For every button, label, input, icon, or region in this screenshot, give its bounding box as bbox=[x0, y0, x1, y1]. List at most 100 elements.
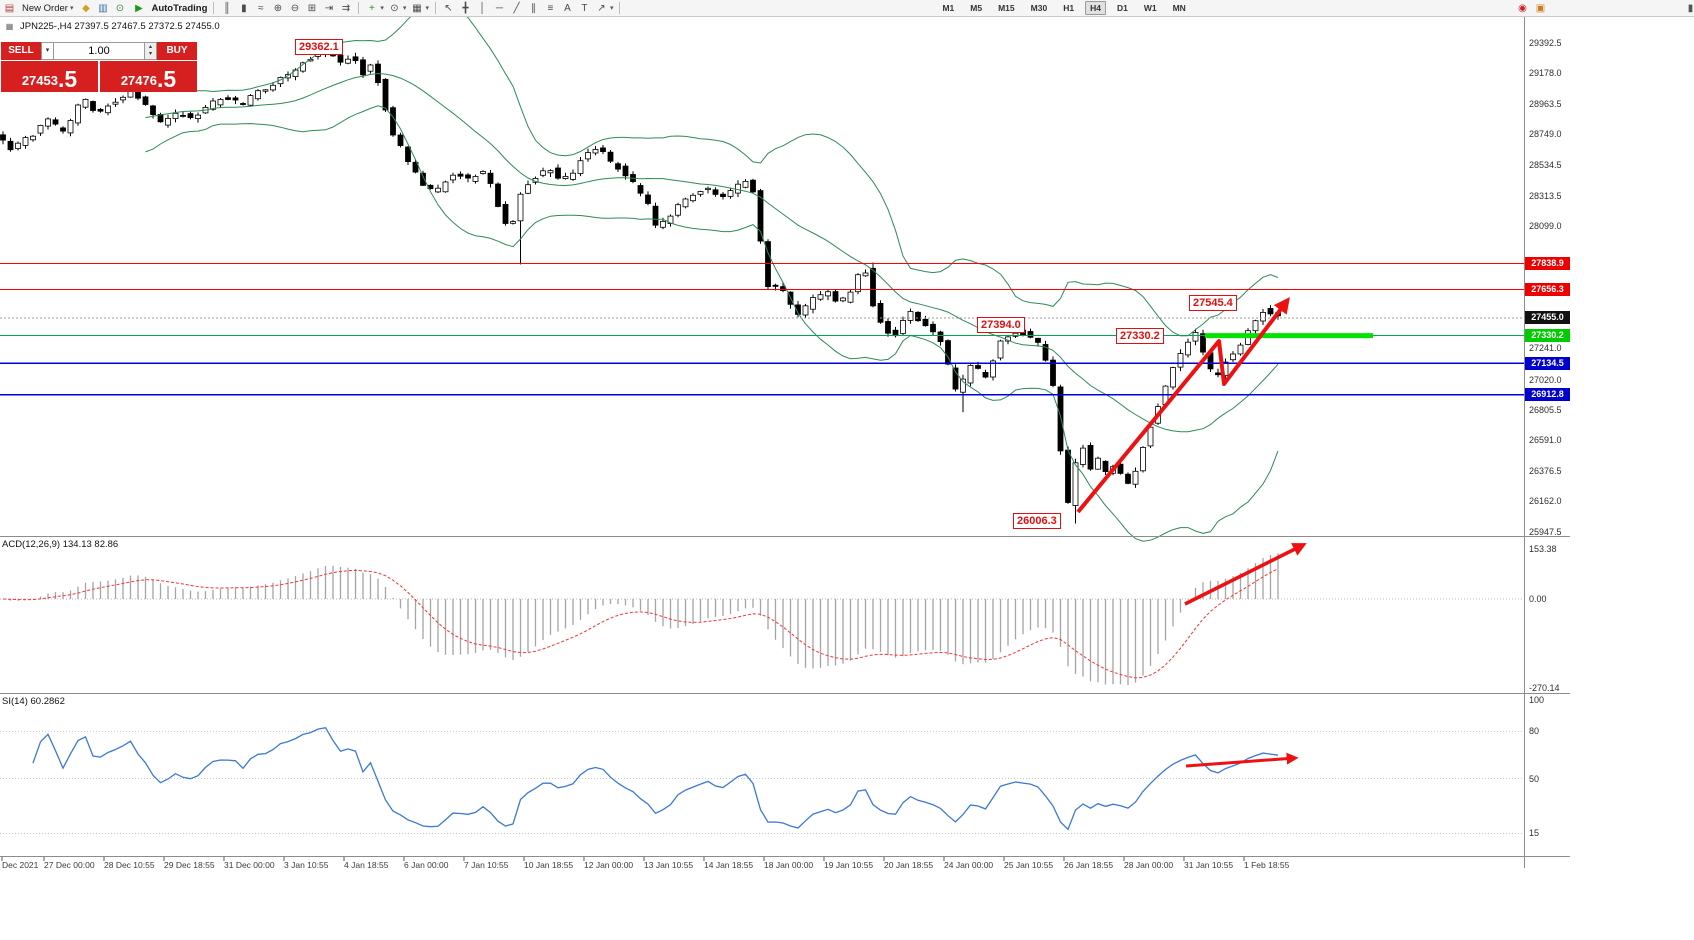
time-axis-label[interactable]: 4 Jan 18:55 bbox=[344, 860, 389, 870]
volume-spinner[interactable]: ▴ ▾ bbox=[145, 42, 157, 60]
time-axis-label[interactable]: 20 Jan 18:55 bbox=[884, 860, 934, 870]
trend-arrows-layer[interactable] bbox=[1076, 297, 1307, 768]
mailbox-icon[interactable]: ▣ bbox=[1535, 3, 1546, 14]
sell-price-button[interactable]: 27453 .5 bbox=[1, 61, 98, 92]
time-axis-label[interactable]: 28 Dec 10:55 bbox=[104, 860, 155, 870]
timeframe-W1[interactable]: W1 bbox=[1143, 3, 1157, 13]
time-axis-label[interactable]: 7 Jan 10:55 bbox=[464, 860, 509, 870]
rsi-indicator-label: SI(14) 60.2862 bbox=[2, 696, 65, 707]
new-order-button[interactable]: ▤ New Order ▾ bbox=[0, 0, 76, 17]
time-axis-label[interactable]: 12 Jan 00:00 bbox=[584, 860, 634, 870]
volume-up-icon[interactable]: ▴ bbox=[148, 44, 152, 50]
toolbar-indicator-icons: + ▾ ⊙ ▾ ▦ ▾ bbox=[362, 0, 432, 17]
templates-icon[interactable]: ▦ bbox=[412, 2, 422, 14]
time-axis-label[interactable]: 1 Feb 18:55 bbox=[1244, 860, 1290, 870]
periods-icon[interactable]: ⊙ bbox=[390, 2, 399, 14]
time-axis-label[interactable]: 14 Jan 18:55 bbox=[704, 860, 754, 870]
timeframe-D1[interactable]: D1 bbox=[1116, 3, 1128, 13]
chart-shift-icon[interactable]: ⇉ bbox=[341, 2, 351, 14]
text-icon[interactable]: A bbox=[564, 2, 571, 14]
sell-price-pips: .5 bbox=[57, 66, 78, 92]
arrows-tool-icon[interactable]: ↗ bbox=[597, 2, 606, 14]
window-corner-icon[interactable]: ▮ bbox=[1687, 3, 1694, 14]
price-axis-tick: 27020.0 bbox=[1529, 375, 1562, 385]
price-callout[interactable]: 29362.1 bbox=[295, 39, 343, 55]
trendline-icon[interactable]: ╱ bbox=[513, 2, 520, 14]
price-callout[interactable]: 27545.4 bbox=[1189, 295, 1237, 311]
navigator-icon[interactable]: ⊙ bbox=[115, 2, 125, 14]
time-axis-label[interactable]: 25 Jan 10:55 bbox=[1004, 860, 1054, 870]
price-badge-27330.2: 27330.2 bbox=[1525, 329, 1570, 342]
autotrading-button[interactable]: ▶ AutoTrading bbox=[129, 0, 210, 17]
volume-input[interactable]: 1.00 bbox=[54, 42, 145, 60]
label-icon[interactable]: T bbox=[581, 2, 588, 14]
indicators-icon[interactable]: + bbox=[368, 2, 375, 14]
buy-button[interactable]: BUY bbox=[157, 42, 197, 60]
timeframe-M1[interactable]: M1 bbox=[942, 3, 955, 13]
cursor-icon[interactable]: ↖ bbox=[444, 2, 453, 14]
time-axis-label[interactable]: 31 Dec 00:00 bbox=[224, 860, 275, 870]
market-watch-icon[interactable]: ▥ bbox=[98, 2, 108, 14]
macd-trend-arrow[interactable] bbox=[1184, 543, 1307, 606]
new-order-caret-icon[interactable]: ▾ bbox=[69, 5, 74, 12]
time-axis-label[interactable]: 19 Jan 10:55 bbox=[824, 860, 874, 870]
metaeditor-icon[interactable]: ◆ bbox=[82, 2, 90, 14]
volume-down-icon[interactable]: ▾ bbox=[148, 51, 152, 57]
toolbar-drawing-icons: ↖ ╋ │ ─ ╱ ∥ ≡ A T ↗ ▾ bbox=[439, 0, 617, 17]
time-axis-label[interactable]: 6 Jan 00:00 bbox=[404, 860, 449, 870]
time-axis-label[interactable]: 29 Dec 18:55 bbox=[164, 860, 215, 870]
templates-icon-caret[interactable]: ▾ bbox=[425, 5, 429, 12]
time-axis-label[interactable]: 26 Jan 18:55 bbox=[1064, 860, 1114, 870]
price-callout[interactable]: 27394.0 bbox=[977, 317, 1025, 333]
time-axis-label[interactable]: 13 Jan 10:55 bbox=[644, 860, 694, 870]
bollinger-lower-line bbox=[145, 105, 1279, 542]
alerts-icon[interactable]: ◉ bbox=[1518, 3, 1527, 14]
sell-button[interactable]: SELL bbox=[1, 42, 41, 60]
line-chart-icon[interactable]: ≈ bbox=[258, 2, 264, 14]
fibonacci-icon[interactable]: ≡ bbox=[547, 2, 554, 14]
time-axis-label[interactable]: 31 Jan 10:55 bbox=[1184, 860, 1234, 870]
time-axis-label[interactable]: 18 Jan 00:00 bbox=[764, 860, 814, 870]
price-axis-tick: 28534.5 bbox=[1529, 160, 1562, 170]
channel-icon[interactable]: ∥ bbox=[530, 2, 536, 14]
tile-windows-icon[interactable]: ⊞ bbox=[307, 2, 317, 14]
timeframe-MN[interactable]: MN bbox=[1172, 3, 1186, 13]
timeframe-H1[interactable]: H1 bbox=[1063, 3, 1075, 13]
vertical-line-icon[interactable]: │ bbox=[479, 2, 486, 14]
horizontal-lines-layer[interactable] bbox=[0, 262, 1524, 396]
macd-signal-line bbox=[2, 568, 1279, 679]
periods-icon-caret[interactable]: ▾ bbox=[402, 5, 407, 12]
arrows-tool-icon-caret[interactable]: ▾ bbox=[609, 5, 614, 12]
time-axis-label[interactable]: 27 Dec 00:00 bbox=[44, 860, 95, 870]
horizontal-line-icon[interactable]: ─ bbox=[495, 2, 503, 14]
price-trend-arrow[interactable] bbox=[1076, 297, 1290, 514]
zoom-out-icon[interactable]: ⊖ bbox=[290, 2, 300, 14]
price-axis-tick: 29392.5 bbox=[1529, 38, 1562, 48]
timeframe-M15[interactable]: M15 bbox=[998, 3, 1015, 13]
time-axis-label[interactable]: 28 Jan 00:00 bbox=[1124, 860, 1174, 870]
zoom-in-icon[interactable]: ⊕ bbox=[273, 2, 283, 14]
time-axis-label[interactable]: Dec 2021 bbox=[2, 860, 39, 870]
price-callout[interactable]: 26006.3 bbox=[1013, 513, 1061, 529]
time-axis-label[interactable]: 3 Jan 10:55 bbox=[284, 860, 329, 870]
volume-preset-caret-icon[interactable]: ▾ bbox=[41, 42, 54, 60]
candlestick-chart-icon[interactable]: ▮ bbox=[241, 2, 247, 14]
price-callout[interactable]: 27330.2 bbox=[1116, 328, 1164, 344]
timeframe-H4[interactable]: H4 bbox=[1085, 1, 1106, 15]
buy-price-button[interactable]: 27476 .5 bbox=[100, 61, 197, 92]
timeframe-M5[interactable]: M5 bbox=[970, 3, 983, 13]
bar-chart-icon[interactable]: ║ bbox=[223, 2, 231, 14]
toolbar: ▤ New Order ▾ ◆ ▥ ⊙ ▶ AutoTrading ║ ▮ ≈ ⊕ ⊖ ⊞ ⇥ ⇉… bbox=[0, 0, 1694, 17]
symbol-info: ▦ JPN225-,H4 27397.5 27467.5 27372.5 274… bbox=[3, 19, 220, 34]
candles-layer[interactable] bbox=[0, 46, 1281, 524]
time-axis-label[interactable]: 10 Jan 18:55 bbox=[524, 860, 574, 870]
crosshair-icon[interactable]: ╋ bbox=[462, 2, 469, 14]
macd-indicator-label: ACD(12,26,9) 134.13 82.86 bbox=[2, 539, 119, 550]
rsi-trend-arrow[interactable] bbox=[1185, 752, 1299, 768]
indicators-icon-caret[interactable]: ▾ bbox=[380, 5, 384, 12]
time-axis-label[interactable]: 24 Jan 00:00 bbox=[944, 860, 994, 870]
auto-scroll-icon[interactable]: ⇥ bbox=[324, 2, 334, 14]
timeframe-M30[interactable]: M30 bbox=[1030, 3, 1048, 13]
